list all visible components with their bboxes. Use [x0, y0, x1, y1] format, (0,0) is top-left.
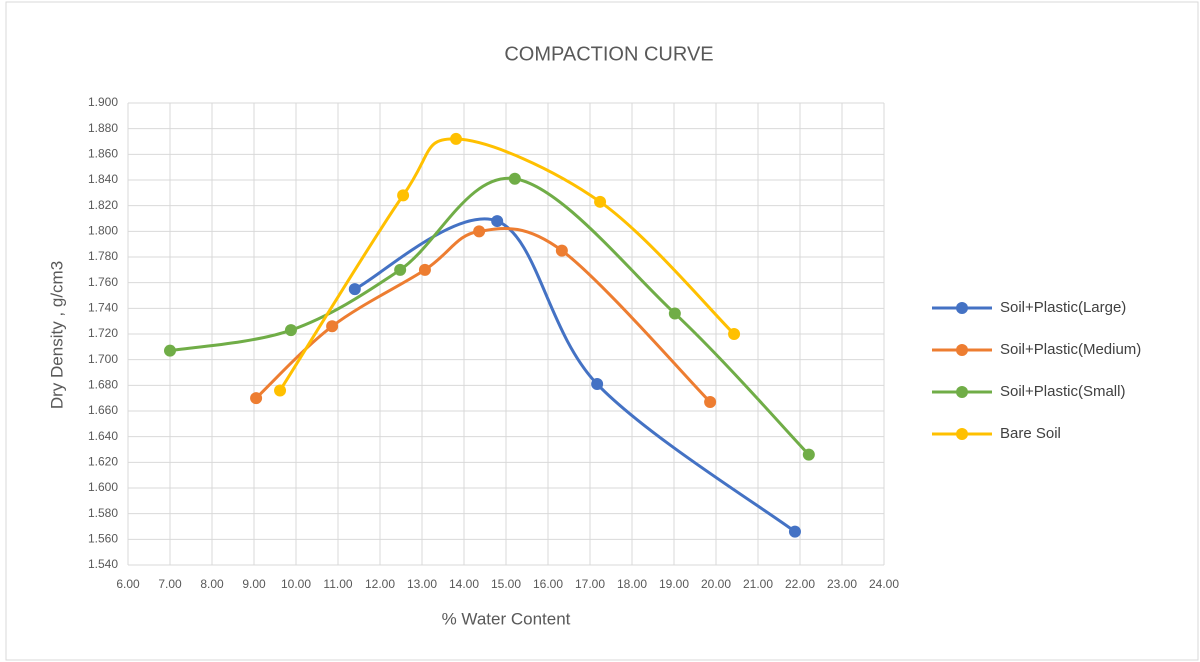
y-tick-label: 1.840 — [88, 172, 118, 186]
data-point — [274, 384, 287, 397]
y-tick-label: 1.780 — [88, 249, 118, 263]
legend-label: Soil+Plastic(Medium) — [1000, 341, 1141, 358]
y-tick-label: 1.580 — [88, 506, 118, 520]
y-tick-label: 1.560 — [88, 532, 118, 546]
series-line — [255, 227, 712, 404]
y-tick-label: 1.540 — [88, 557, 118, 571]
legend-marker — [956, 302, 968, 314]
x-tick-label: 23.00 — [827, 577, 857, 591]
x-tick-label: 12.00 — [365, 577, 395, 591]
x-tick-label: 6.00 — [116, 577, 140, 591]
x-tick-label: 15.00 — [491, 577, 521, 591]
y-tick-label: 1.640 — [88, 429, 118, 443]
x-tick-label: 24.00 — [869, 577, 899, 591]
legend-marker — [956, 344, 968, 356]
data-point — [250, 392, 263, 405]
x-tick-label: 8.00 — [200, 577, 224, 591]
data-point — [508, 172, 521, 185]
x-tick-label: 9.00 — [242, 577, 266, 591]
data-point — [591, 378, 604, 391]
y-tick-label: 1.800 — [88, 224, 118, 238]
x-tick-label: 22.00 — [785, 577, 815, 591]
y-tick-label: 1.620 — [88, 455, 118, 469]
data-point — [284, 324, 297, 337]
y-tick-label: 1.600 — [88, 480, 118, 494]
x-tick-label: 21.00 — [743, 577, 773, 591]
legend-marker — [956, 428, 968, 440]
y-tick-label: 1.860 — [88, 147, 118, 161]
y-tick-label: 1.720 — [88, 326, 118, 340]
data-point — [326, 320, 339, 333]
y-tick-label: 1.760 — [88, 275, 118, 289]
y-tick-label: 1.680 — [88, 378, 118, 392]
data-point — [802, 448, 815, 461]
series-line — [354, 217, 796, 533]
chart-frame — [5, 1, 1199, 661]
x-tick-label: 7.00 — [158, 577, 182, 591]
x-tick-label: 10.00 — [281, 577, 311, 591]
x-tick-label: 14.00 — [449, 577, 479, 591]
data-point — [668, 307, 681, 320]
data-point — [788, 525, 801, 538]
y-axis-title: Dry Density , g/cm3 — [47, 261, 66, 409]
x-axis-title: % Water Content — [442, 609, 571, 628]
chart-title: COMPACTION CURVE — [504, 43, 713, 65]
y-tick-label: 1.880 — [88, 121, 118, 135]
y-tick-label: 1.700 — [88, 352, 118, 366]
x-tick-label: 11.00 — [323, 577, 352, 591]
y-tick-label: 1.660 — [88, 403, 118, 417]
legend-label: Soil+Plastic(Large) — [1000, 299, 1126, 316]
x-tick-label: 13.00 — [407, 577, 437, 591]
legend-label: Soil+Plastic(Small) — [1000, 383, 1125, 400]
y-tick-label: 1.900 — [88, 95, 118, 109]
data-point — [418, 263, 431, 276]
legend-marker — [956, 386, 968, 398]
data-point — [555, 244, 568, 257]
data-point — [473, 225, 486, 238]
data-point — [728, 328, 741, 340]
x-tick-label: 16.00 — [533, 577, 563, 591]
y-tick-label: 1.740 — [88, 301, 118, 315]
x-tick-label: 17.00 — [575, 577, 605, 591]
x-tick-label: 18.00 — [617, 577, 647, 591]
data-point — [491, 215, 504, 228]
x-tick-label: 20.00 — [701, 577, 731, 591]
data-point — [704, 396, 717, 409]
y-tick-label: 1.820 — [88, 198, 118, 212]
legend-label: Bare Soil — [1000, 425, 1061, 442]
data-point — [394, 263, 407, 276]
data-point — [450, 132, 463, 145]
x-tick-label: 19.00 — [659, 577, 689, 591]
data-point — [164, 344, 176, 357]
data-point — [348, 283, 361, 296]
data-point — [397, 189, 410, 202]
data-point — [594, 195, 607, 208]
